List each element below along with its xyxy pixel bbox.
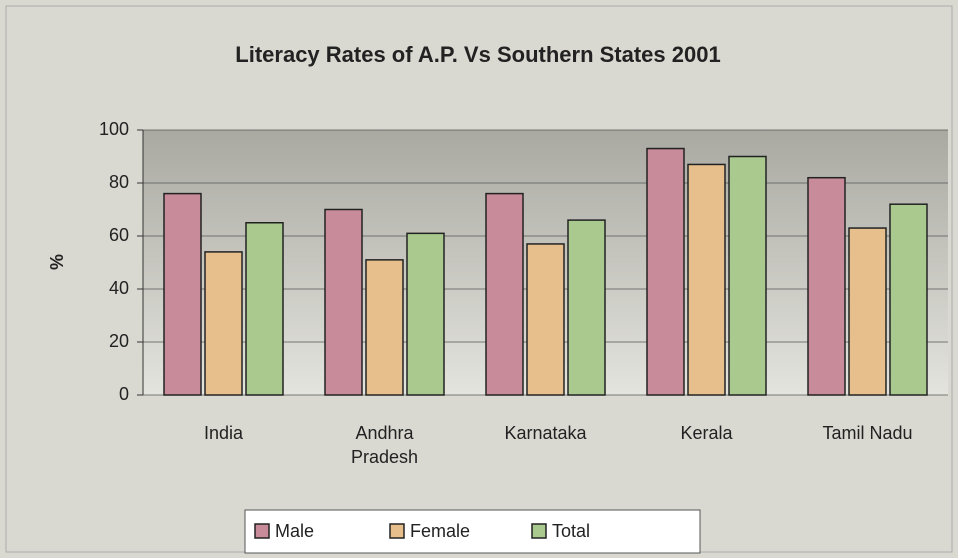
x-tick-label: India <box>203 423 244 443</box>
bar <box>245 222 284 396</box>
y-axis-label: % <box>47 254 67 270</box>
bar <box>365 259 404 396</box>
chart-title: Literacy Rates of A.P. Vs Southern State… <box>235 42 720 67</box>
x-tick-label: Tamil Nadu <box>822 423 913 443</box>
y-tick-label: 80 <box>109 172 129 192</box>
y-tick-label: 100 <box>99 119 129 139</box>
legend-label: Female <box>410 521 470 541</box>
legend-swatch <box>389 523 405 539</box>
x-tick-label: Karnataka <box>504 423 587 443</box>
legend-swatch <box>531 523 547 539</box>
y-tick-label: 40 <box>109 278 129 298</box>
bar <box>728 155 767 396</box>
bar <box>324 208 363 396</box>
bar <box>848 227 887 396</box>
legend-label: Total <box>552 521 590 541</box>
bar <box>526 243 565 396</box>
bar <box>204 251 243 396</box>
legend-label: Male <box>275 521 314 541</box>
y-tick-label: 60 <box>109 225 129 245</box>
bar <box>485 192 524 396</box>
x-tick-label: Kerala <box>680 423 733 443</box>
y-tick-label: 0 <box>119 384 129 404</box>
bar <box>567 219 606 396</box>
legend-box <box>244 509 701 554</box>
bar <box>889 203 928 396</box>
legend-swatch <box>254 523 270 539</box>
bar <box>646 147 685 396</box>
x-tick-label: Andhra Pradesh <box>350 423 419 467</box>
y-tick-label: 20 <box>109 331 129 351</box>
bar <box>163 192 202 396</box>
bar <box>687 163 726 396</box>
bar <box>807 176 846 396</box>
bar <box>406 232 445 396</box>
